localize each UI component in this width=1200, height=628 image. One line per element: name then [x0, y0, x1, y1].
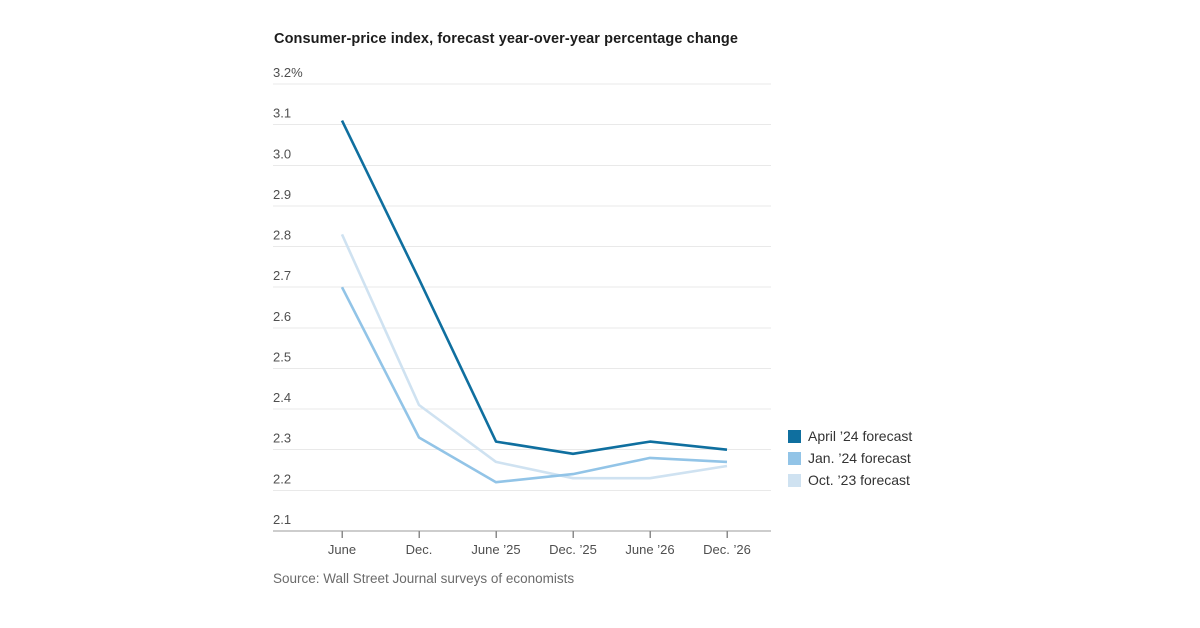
series-line-oct-23: [340, 233, 728, 480]
legend-label: Oct. ’23 forecast: [808, 472, 910, 488]
x-tick-label: June: [328, 542, 356, 557]
legend-item-oct-23-forecast: Oct. ’23 forecast: [788, 471, 912, 493]
y-tick-label: 2.2: [273, 471, 291, 486]
x-tick-label: Dec.: [406, 542, 433, 557]
x-tick-label: June ’26: [625, 542, 674, 557]
x-tick-label: Dec. ’26: [703, 542, 751, 557]
legend: April ’24 forecast Jan. ’24 forecast Oct…: [788, 427, 912, 493]
y-tick-label: 3.1: [273, 106, 291, 121]
chart-title: Consumer-price index, forecast year-over…: [274, 31, 739, 47]
y-tick-label: 2.3: [273, 431, 291, 446]
legend-label: Jan. ’24 forecast: [808, 450, 911, 466]
x-tick-label: June ’25: [471, 542, 520, 557]
y-tick-label: 3.2%: [273, 65, 303, 80]
legend-swatch-april-24: [788, 430, 801, 443]
cpi-forecast-chart: Consumer-price index, forecast year-over…: [273, 30, 783, 586]
y-tick-label: 2.9: [273, 187, 291, 202]
legend-item-april-24-forecast: April ’24 forecast: [788, 427, 912, 449]
legend-swatch-oct-23: [788, 474, 801, 487]
x-tick-label: Dec. ’25: [549, 542, 597, 557]
y-tick-label: 2.7: [273, 268, 291, 283]
y-tick-label: 2.8: [273, 228, 291, 243]
legend-item-jan-24-forecast: Jan. ’24 forecast: [788, 449, 912, 471]
series-line-april-24: [340, 120, 728, 456]
series-line-jan-24: [340, 286, 728, 484]
y-tick-label: 2.5: [273, 349, 291, 364]
source-note: Source: Wall Street Journal surveys of e…: [273, 571, 575, 586]
y-tick-label: 2.4: [273, 390, 291, 405]
legend-swatch-jan-24: [788, 452, 801, 465]
y-tick-label: 2.1: [273, 512, 291, 527]
y-tick-label: 2.6: [273, 309, 291, 324]
legend-label: April ’24 forecast: [808, 428, 913, 444]
y-tick-label: 3.0: [273, 146, 291, 161]
line-chart-plot: 3.2% 3.1 3.0 2.9 2.8 2.7 2.6 2.5 2.4 2.3 2.2 2.1 Jun…: [273, 65, 771, 557]
